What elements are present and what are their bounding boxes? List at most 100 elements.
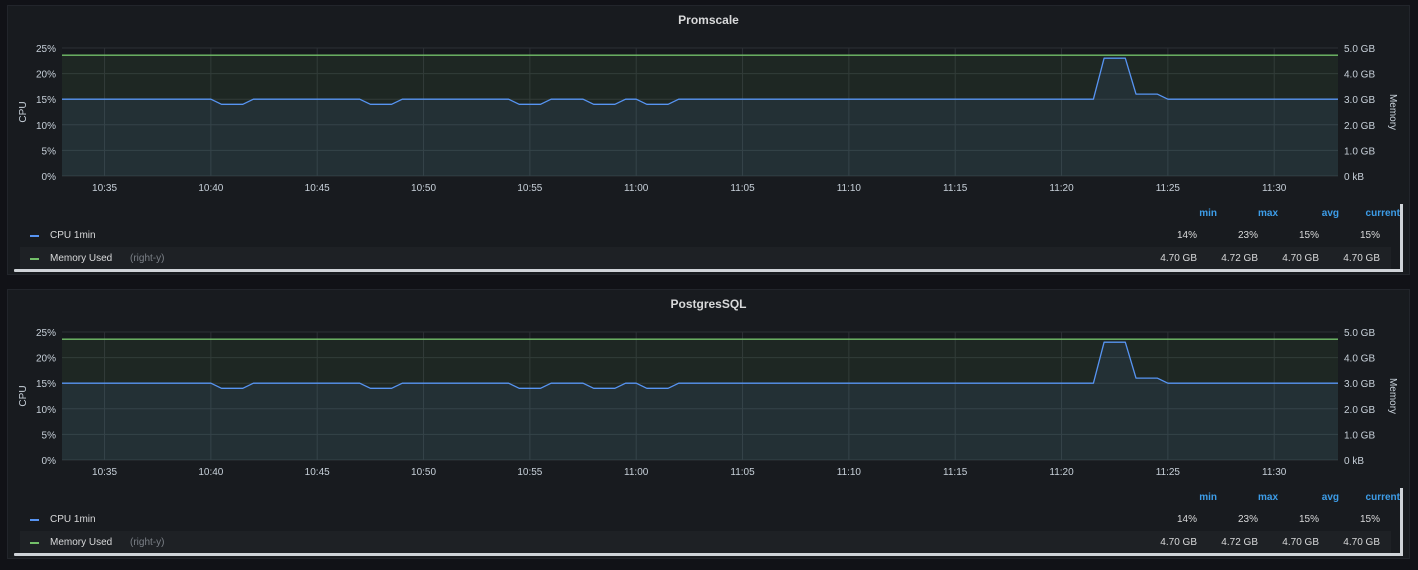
legend-col-avg[interactable]: avg <box>1321 492 1339 503</box>
y-right-tick-label: 0 kB <box>1344 456 1364 467</box>
y-right-axis-title: Memory <box>1387 378 1398 414</box>
y-tick-label: 10% <box>36 405 56 416</box>
x-tick-label: 11:00 <box>624 183 649 194</box>
panel-title[interactable]: Promscale <box>678 13 739 27</box>
y-tick-label: 20% <box>36 70 56 81</box>
legend: min max avg current CPU 1min 14% 23% 15%… <box>20 488 1400 554</box>
series-area-memory-used <box>62 55 1338 177</box>
scrollbar-horizontal[interactable] <box>14 553 1403 556</box>
legend-header: min max avg current <box>20 488 1400 508</box>
value-current: 4.70 GB <box>1343 537 1380 548</box>
x-tick-label: 11:05 <box>730 467 755 478</box>
y-right-tick-label: 1.0 GB <box>1344 146 1375 157</box>
chart-postgressql[interactable]: 0% 5% 10% 15% 20% 25% 0 kB 1.0 GB 2.0 GB 3.0 GB 4.… <box>8 290 1411 485</box>
legend: min max avg current CPU 1min 14% 23% 15%… <box>20 204 1400 270</box>
legend-col-min[interactable]: min <box>1199 492 1217 503</box>
value-max: 4.72 GB <box>1221 253 1258 264</box>
scrollbar-horizontal[interactable] <box>14 269 1403 272</box>
series-line-cpu-1min <box>62 341 1338 389</box>
series-name[interactable]: Memory Used <box>50 537 113 548</box>
panel-title[interactable]: PostgresSQL <box>670 297 747 311</box>
legend-row-memory[interactable]: Memory Used (right-y) 4.70 GB 4.72 GB 4.… <box>20 531 1391 554</box>
series-axis-suffix: (right-y) <box>130 537 165 548</box>
value-min: 4.70 GB <box>1160 253 1197 264</box>
value-avg: 15% <box>1298 230 1319 241</box>
y-tick-label: 5% <box>42 430 57 441</box>
value-avg: 4.70 GB <box>1282 253 1319 264</box>
legend-col-min[interactable]: min <box>1199 208 1217 219</box>
legend-header: min max avg current <box>20 204 1400 224</box>
legend-row-cpu[interactable]: CPU 1min 14% 23% 15% 15% <box>20 224 1391 247</box>
x-tick-label: 11:10 <box>837 183 862 194</box>
x-tick-label: 10:45 <box>305 467 330 478</box>
value-avg: 15% <box>1298 514 1319 525</box>
y-tick-label: 5% <box>42 146 57 157</box>
scrollbar-vertical[interactable] <box>1400 488 1403 556</box>
x-tick-label: 10:40 <box>198 467 223 478</box>
y-tick-label: 15% <box>36 95 56 106</box>
y-right-tick-label: 1.0 GB <box>1344 430 1375 441</box>
legend-col-current[interactable]: current <box>1365 208 1400 219</box>
legend-col-avg[interactable]: avg <box>1321 208 1339 219</box>
y-tick-label: 0% <box>42 456 57 467</box>
legend-col-max[interactable]: max <box>1257 208 1278 219</box>
legend-col-max[interactable]: max <box>1257 492 1278 503</box>
y-right-axis-title: Memory <box>1387 94 1398 130</box>
x-tick-label: 11:25 <box>1156 467 1181 478</box>
x-tick-label: 10:55 <box>517 183 542 194</box>
series-area-cpu-1min <box>62 58 1338 177</box>
scrollbar-vertical[interactable] <box>1400 204 1403 272</box>
x-tick-label: 11:30 <box>1262 183 1287 194</box>
y-right-tick-label: 2.0 GB <box>1344 121 1375 132</box>
y-right-tick-label: 5.0 GB <box>1344 328 1375 339</box>
legend-col-current[interactable]: current <box>1365 492 1400 503</box>
y-right-tick-label: 5.0 GB <box>1344 44 1375 55</box>
y-right-tick-label: 4.0 GB <box>1344 354 1375 365</box>
value-current: 15% <box>1359 230 1380 241</box>
x-tick-label: 10:35 <box>92 183 117 194</box>
value-min: 14% <box>1176 514 1197 525</box>
x-tick-label: 11:15 <box>943 467 968 478</box>
x-tick-label: 10:45 <box>305 183 330 194</box>
x-tick-label: 11:25 <box>1156 183 1181 194</box>
legend-row-memory[interactable]: Memory Used (right-y) 4.70 GB 4.72 GB 4.… <box>20 247 1391 270</box>
x-tick-label: 11:20 <box>1049 183 1074 194</box>
x-tick-label: 11:10 <box>837 467 862 478</box>
plot-area <box>62 48 1338 176</box>
series-axis-suffix: (right-y) <box>130 253 165 264</box>
value-max: 4.72 GB <box>1221 537 1258 548</box>
value-max: 23% <box>1237 514 1258 525</box>
x-tick-label: 10:50 <box>411 183 436 194</box>
value-avg: 4.70 GB <box>1282 537 1319 548</box>
panel-postgressql: PostgresSQL 0% 5% 10% 15% 20% 25% 0 kB 1.0 GB 2.… <box>7 289 1410 559</box>
series-name[interactable]: Memory Used <box>50 253 113 264</box>
y-axis-title: CPU <box>18 385 29 406</box>
chart-promscale[interactable]: 0% 5% 10% 15% 20% 25% 0 kB 1.0 GB 2.0 GB 3.0 GB 4.… <box>8 6 1411 201</box>
x-tick-label: 10:40 <box>198 183 223 194</box>
x-tick-label: 10:35 <box>92 467 117 478</box>
value-max: 23% <box>1237 230 1258 241</box>
value-current: 4.70 GB <box>1343 253 1380 264</box>
y-tick-label: 25% <box>36 328 56 339</box>
x-tick-label: 11:00 <box>624 467 649 478</box>
y-right-tick-label: 0 kB <box>1344 172 1364 183</box>
panel-promscale: Promscale 0% 5% 10% 15% 20% 25% 0 kB 1.0 GB 2.0 … <box>7 5 1410 275</box>
value-min: 4.70 GB <box>1160 537 1197 548</box>
plot-area <box>62 332 1338 460</box>
y-right-tick-label: 4.0 GB <box>1344 70 1375 81</box>
y-tick-label: 0% <box>42 172 57 183</box>
series-color-swatch[interactable] <box>30 519 39 521</box>
y-tick-label: 15% <box>36 379 56 390</box>
y-tick-label: 10% <box>36 121 56 132</box>
y-tick-label: 20% <box>36 354 56 365</box>
series-name[interactable]: CPU 1min <box>50 514 96 525</box>
legend-row-cpu[interactable]: CPU 1min 14% 23% 15% 15% <box>20 508 1391 531</box>
x-tick-label: 11:05 <box>730 183 755 194</box>
series-color-swatch[interactable] <box>30 258 39 260</box>
series-name[interactable]: CPU 1min <box>50 230 96 241</box>
series-color-swatch[interactable] <box>30 235 39 237</box>
value-current: 15% <box>1359 514 1380 525</box>
x-tick-label: 10:50 <box>411 467 436 478</box>
y-axis-title: CPU <box>18 101 29 122</box>
series-color-swatch[interactable] <box>30 542 39 544</box>
